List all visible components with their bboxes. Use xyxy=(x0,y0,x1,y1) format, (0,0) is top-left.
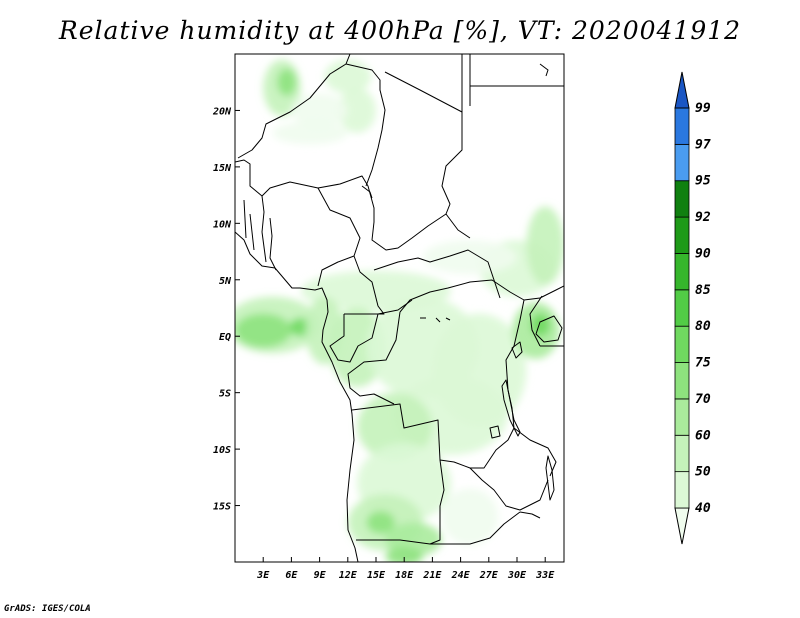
coastline xyxy=(235,231,359,562)
lake-chad-islands xyxy=(361,63,549,199)
lat-tick-label: 20N xyxy=(212,106,232,117)
grads-credit: GrADS: IGES/COLA xyxy=(4,604,91,614)
humidity-patch xyxy=(277,68,297,96)
humidity-patch xyxy=(385,547,423,562)
border-angola-south xyxy=(356,459,445,545)
lake-albert xyxy=(511,341,523,359)
colorbar-level-label: 85 xyxy=(695,283,711,298)
colorbar-level-label: 97 xyxy=(695,137,711,152)
border-angola-drc xyxy=(351,403,515,469)
colorbar-segment xyxy=(674,143,690,182)
colorbar-level-label: 90 xyxy=(695,246,711,261)
humidity-fill xyxy=(235,59,564,562)
colorbar-segment xyxy=(674,107,690,145)
lon-tick-label: 27E xyxy=(479,570,499,581)
border-nigeria xyxy=(269,187,361,287)
border-tanzania xyxy=(513,427,557,477)
colorbar-segment xyxy=(674,180,690,218)
humidity-patch xyxy=(272,121,348,145)
humidity-patch xyxy=(291,93,348,128)
lon-tick-label: 6E xyxy=(285,570,298,581)
lat-tick-label: 5S xyxy=(219,389,231,400)
colorbar-level-label: 99 xyxy=(695,101,711,116)
lon-tick-label: 30E xyxy=(507,570,527,581)
river-congo xyxy=(420,317,451,323)
lon-tick-label: 33E xyxy=(535,570,555,581)
border-drc-west xyxy=(347,311,401,405)
humidity-patch xyxy=(235,313,292,348)
humidity-patch xyxy=(526,206,564,286)
border-libya-chad xyxy=(384,54,471,113)
lat-tick-label: EQ xyxy=(219,332,231,343)
lat-tick-label: 15S xyxy=(213,502,231,513)
lake-kariba xyxy=(519,511,541,519)
border-chad-sudan xyxy=(441,112,463,215)
lon-tick-label: 18E xyxy=(395,570,414,581)
colorbar-level-label: 95 xyxy=(695,174,711,189)
country-borders xyxy=(235,54,564,562)
colorbar-upper-extension xyxy=(674,71,690,109)
colorbar: 40 50 60 70 75 80 85 90 92 95 97 99 xyxy=(674,71,711,545)
border-benin-togo xyxy=(243,199,267,263)
border-congo xyxy=(329,299,413,363)
colorbar-level-label: 80 xyxy=(695,319,711,334)
lon-tick-label: 24E xyxy=(451,570,471,581)
colorbar-segment xyxy=(674,362,690,400)
colorbar-segment xyxy=(674,325,690,363)
colorbar-segment xyxy=(674,471,690,509)
lake-mweru xyxy=(489,425,501,439)
colorbar-level-label: 92 xyxy=(695,210,711,225)
lon-tick-label: 3E xyxy=(256,570,270,581)
lon-tick-label: 12E xyxy=(339,570,358,581)
border-sahara xyxy=(235,54,351,159)
colorbar-level-label: 60 xyxy=(695,428,711,443)
colorbar-segment xyxy=(674,434,690,473)
colorbar-segment xyxy=(674,398,690,436)
lake-victoria xyxy=(535,315,563,343)
humidity-patch xyxy=(324,59,372,94)
lat-tick-label: 10N xyxy=(213,219,232,230)
lat-tick-label: 5N xyxy=(219,276,232,287)
colorbar-segment xyxy=(674,253,690,291)
colorbar-level-label: 70 xyxy=(695,392,711,407)
border-zambia xyxy=(469,467,549,511)
lon-tick-label: 15E xyxy=(367,570,386,581)
border-car xyxy=(373,249,501,299)
colorbar-lower-extension xyxy=(674,507,690,545)
coastline-west xyxy=(235,159,265,233)
colorbar-level-label: 40 xyxy=(695,501,711,516)
axis-ticks: 3E 6E 9E 12E 15E 18E 21E 24E 27E 30E 33E 20N 15N 10N 5… xyxy=(212,106,555,581)
colorbar-segment xyxy=(674,289,690,327)
map-frame xyxy=(234,53,565,563)
lon-tick-label: 9E xyxy=(314,570,327,581)
humidity-patch xyxy=(338,87,377,134)
border-caprivi xyxy=(430,511,521,545)
humidity-patch xyxy=(441,488,499,546)
border-algeria-niger xyxy=(345,63,386,187)
colorbar-level-label: 75 xyxy=(695,356,711,371)
lon-tick-label: 21E xyxy=(422,570,442,581)
lat-tick-label: 10S xyxy=(213,445,231,456)
humidity-patch xyxy=(366,511,395,534)
border-drc-north xyxy=(399,279,525,313)
border-cameroon xyxy=(344,255,385,315)
lake-tanganyika xyxy=(501,379,521,437)
colorbar-segment xyxy=(674,216,690,254)
map-title: Relative humidity at 400hPa [%], VT: 202… xyxy=(58,16,742,45)
border-niger-nigeria xyxy=(261,175,375,222)
border-chad xyxy=(371,213,471,251)
lake-malawi xyxy=(545,455,555,501)
humidity-patch xyxy=(357,392,433,461)
humidity-patch xyxy=(423,240,517,275)
border-east-africa xyxy=(523,285,564,347)
colorbar-level-label: 50 xyxy=(695,465,711,480)
lat-tick-label: 15N xyxy=(213,163,232,174)
